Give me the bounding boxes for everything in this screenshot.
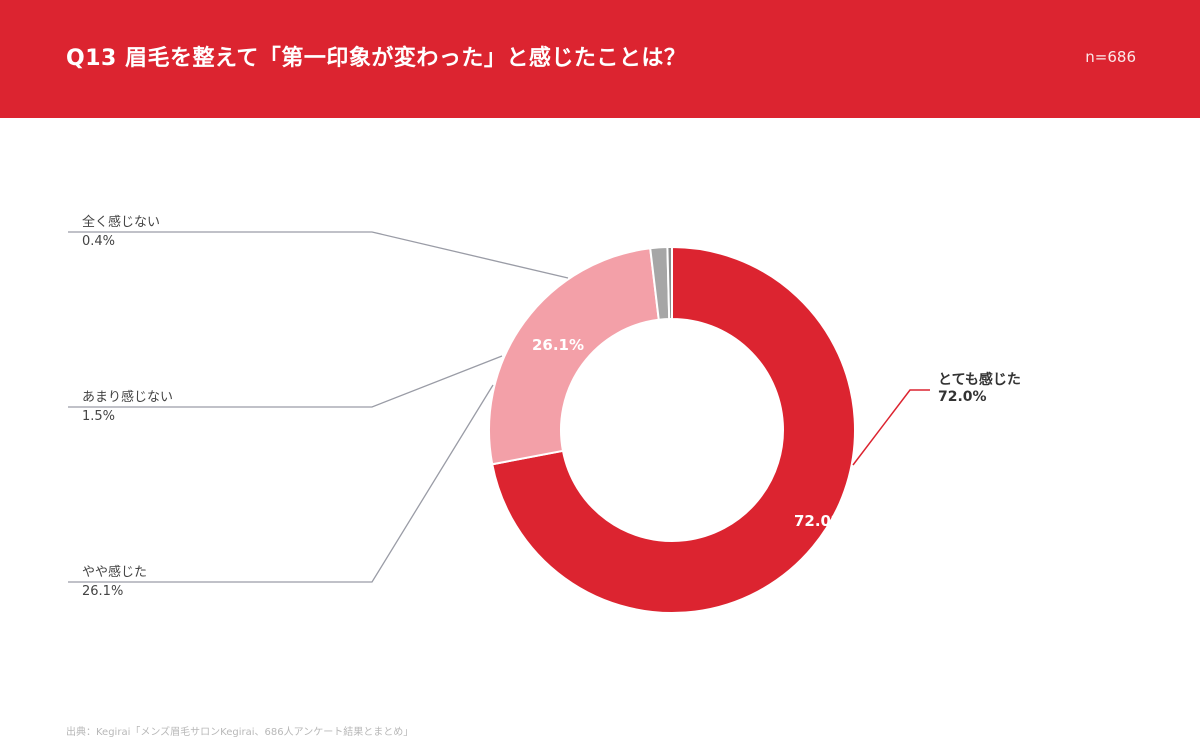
callout-line-3 xyxy=(68,231,569,279)
callout-line-2 xyxy=(68,355,503,408)
callout-label-0: とても感じた xyxy=(938,371,1021,388)
chart-title: Q13 眉毛を整えて「第一印象が変わった」と感じたことは？ xyxy=(66,46,687,71)
callout-value-3: 0.4% xyxy=(82,234,115,249)
callout-value-0: 72.0% xyxy=(938,389,987,405)
source-note: 出典：Kegirai「メンズ眉毛サロンKegirai、686人アンケート結果とま… xyxy=(66,727,414,738)
donut-slice-0 xyxy=(491,245,856,614)
slice-value-label-0: 72.0% xyxy=(794,512,846,530)
header-bar: Q13 眉毛を整えて「第一印象が変わった」と感じたことは？ n=686 xyxy=(0,0,1200,118)
donut-slice-3 xyxy=(666,245,673,321)
callout-line-1 xyxy=(68,384,494,583)
sample-size-label: n=686 xyxy=(1085,48,1136,66)
donut-chart: 72.0%26.1%とても感じた72.0%全く感じない0.4%あまり感じない1.… xyxy=(68,214,1021,614)
callout-line-0 xyxy=(852,389,930,466)
donut-slice-1 xyxy=(488,247,660,466)
callout-label-1: やや感じた xyxy=(82,564,147,580)
slice-value-label-1: 26.1% xyxy=(532,336,584,354)
callout-value-1: 26.1% xyxy=(82,584,123,599)
callout-label-2: あまり感じない xyxy=(82,389,173,405)
callout-value-2: 1.5% xyxy=(82,409,115,424)
callout-label-3: 全く感じない xyxy=(82,214,160,230)
